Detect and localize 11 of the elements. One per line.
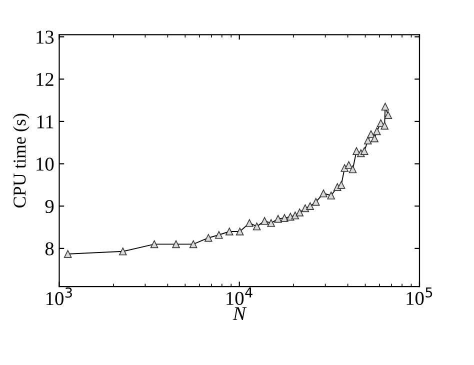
x-tick-label: 10$^{3}$	[46, 287, 72, 306]
y-tick-label: 10	[36, 158, 54, 171]
y-axis-title: CPU time (s)	[13, 114, 30, 208]
y-tick-label: 12	[36, 72, 54, 86]
y-tick-label: 13	[36, 30, 54, 44]
x-axis-title: N	[232, 307, 247, 320]
y-tick-label: 11	[37, 115, 54, 128]
y-tick-label: 8	[45, 242, 54, 256]
y-tick-label: 9	[45, 200, 54, 214]
x-tick-label: 10$^{4}$	[226, 287, 252, 305]
x-tick-label: 10$^{5}$	[406, 287, 432, 305]
